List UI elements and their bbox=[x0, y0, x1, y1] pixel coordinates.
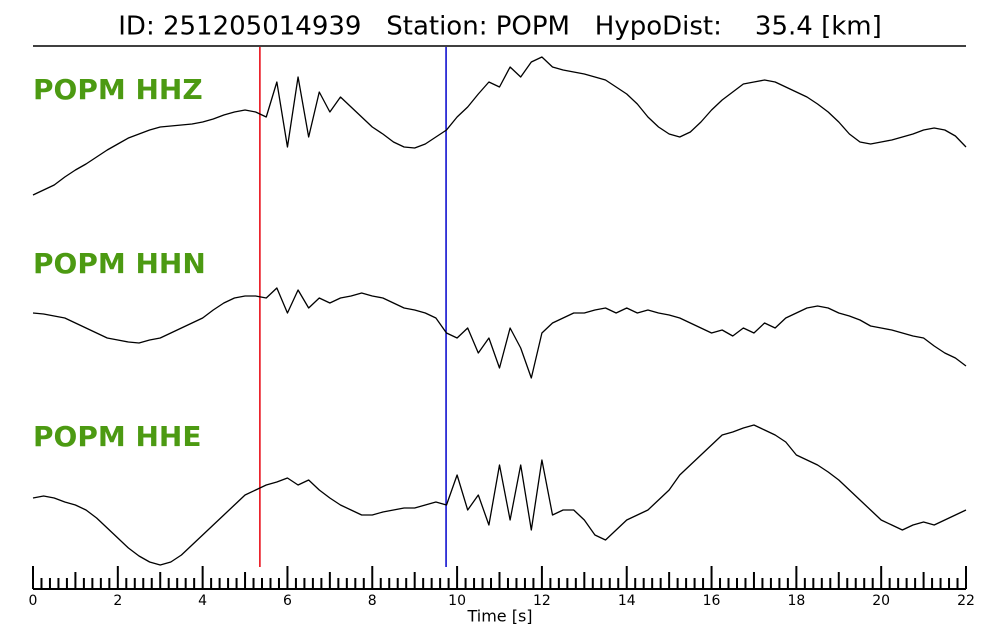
x-tick-label: 8 bbox=[368, 593, 377, 609]
x-tick-label: 18 bbox=[787, 593, 805, 609]
x-tick-label: 0 bbox=[29, 593, 38, 609]
waveform bbox=[32, 287, 967, 379]
trace-label: POPM HHE bbox=[33, 420, 201, 453]
chart-title: ID: 251205014939 Station: POPM HypoDist:… bbox=[118, 12, 882, 42]
x-tick-label: 20 bbox=[872, 593, 890, 609]
x-tick-label: 10 bbox=[448, 593, 466, 609]
x-tick-label: 14 bbox=[618, 593, 636, 609]
x-tick-label: 16 bbox=[703, 593, 721, 609]
x-axis-label: Time [s] bbox=[466, 607, 532, 626]
x-tick-label: 4 bbox=[198, 593, 207, 609]
x-tick-label: 6 bbox=[283, 593, 292, 609]
x-tick-label: 2 bbox=[113, 593, 122, 609]
waveform bbox=[32, 56, 967, 196]
trace-label: POPM HHZ bbox=[33, 73, 203, 106]
x-tick-label: 12 bbox=[533, 593, 551, 609]
x-tick-label: 22 bbox=[957, 593, 975, 609]
waveform bbox=[32, 424, 967, 566]
trace-label: POPM HHN bbox=[33, 247, 206, 280]
